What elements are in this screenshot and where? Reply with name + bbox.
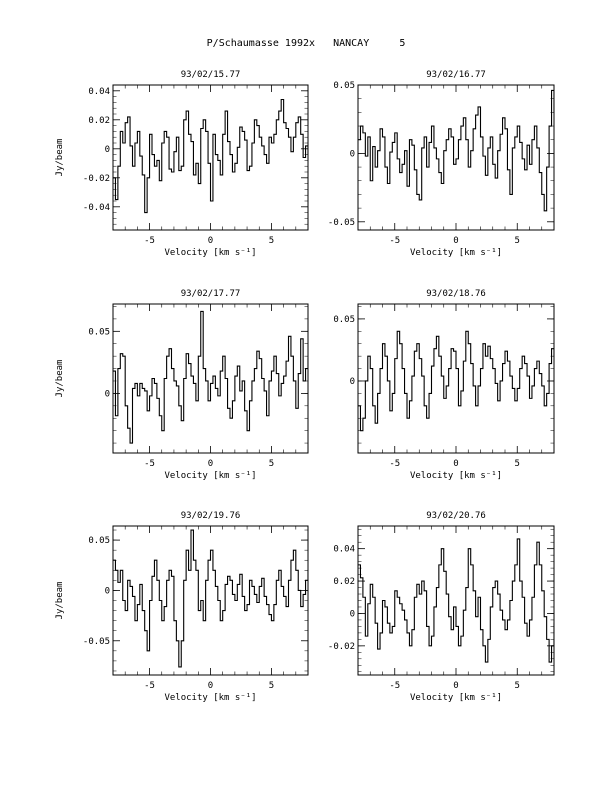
y-axis-label: Jy/beam: [55, 139, 65, 177]
x-tick-label: 0: [453, 459, 458, 469]
panel-title: 93/02/19.76: [181, 511, 241, 521]
x-tick-label: -5: [144, 459, 155, 469]
spectrum-panel-5: 93/02/19.76 -5 0 5 -0.05 0 0.05 Velocity [km s⁻…: [55, 511, 309, 703]
y-tick-label: 0.05: [88, 536, 110, 546]
y-tick-label: 0.02: [333, 577, 355, 587]
spectrum-series: [358, 89, 554, 212]
x-tick-label: 5: [515, 459, 520, 469]
x-tick-label: -5: [144, 236, 155, 246]
spectrum-panel-1: 93/02/15.77 -5 0 5 -0.04 -0.02 0 0.02 0.04 Veloci…: [55, 70, 309, 258]
panel-title: 93/02/17.77: [181, 289, 241, 299]
y-axis-label: Jy/beam: [55, 360, 65, 398]
spectrum-series: [358, 538, 554, 663]
x-axis-label: Velocity [km s⁻¹]: [164, 693, 256, 703]
panel-title: 93/02/16.77: [426, 70, 486, 80]
spectrum-series: [113, 529, 308, 668]
spectrum-series: [358, 330, 554, 432]
y-tick-label: -0.02: [328, 642, 355, 652]
x-axis-label: Velocity [km s⁻¹]: [410, 248, 502, 258]
y-tick-label: 0: [105, 586, 110, 596]
y-tick-label: 0: [350, 609, 355, 619]
spectrum-panel-2: 93/02/16.77 -5 0 5 -0.05 0 0.05 Velocity [km s⁻…: [328, 70, 555, 258]
x-tick-label: 0: [208, 236, 213, 246]
spectrum-series: [113, 98, 308, 214]
y-tick-label: 0.04: [333, 545, 355, 555]
y-tick-label: 0: [350, 149, 355, 159]
x-axis-label: Velocity [km s⁻¹]: [164, 248, 256, 258]
y-tick-label: -0.04: [83, 203, 110, 213]
y-tick-label: -0.05: [83, 637, 110, 647]
x-axis-label: Velocity [km s⁻¹]: [164, 471, 256, 481]
spectrum-panel-4: 93/02/18.76 -5 0 5 0 0.05 Velocity [km s⁻¹]: [333, 289, 555, 481]
spectrum-series: [113, 310, 308, 444]
y-tick-label: 0.04: [88, 87, 110, 97]
x-tick-label: 0: [453, 236, 458, 246]
y-tick-label: 0.05: [333, 315, 355, 325]
y-tick-label: -0.02: [83, 174, 110, 184]
y-tick-label: 0.05: [88, 327, 110, 337]
x-tick-label: 5: [515, 236, 520, 246]
x-tick-label: 5: [515, 681, 520, 691]
x-tick-label: 0: [208, 681, 213, 691]
spectrum-panel-6: 93/02/20.76 -5 0 5 -0.02 0 0.02 0.04 Velocity [k…: [328, 511, 555, 703]
panel-title: 93/02/20.76: [426, 511, 486, 521]
x-tick-label: -5: [389, 681, 400, 691]
y-tick-label: 0: [350, 377, 355, 387]
x-axis-label: Velocity [km s⁻¹]: [410, 471, 502, 481]
y-tick-label: 0: [105, 389, 110, 399]
x-tick-label: -5: [144, 681, 155, 691]
x-axis-label: Velocity [km s⁻¹]: [410, 693, 502, 703]
plot-frame: [357, 84, 555, 231]
page-title: P/Schaumasse 1992x NANCAY 5: [206, 38, 406, 49]
y-tick-label: -0.05: [328, 218, 355, 228]
x-tick-label: 0: [453, 681, 458, 691]
x-tick-label: -5: [389, 236, 400, 246]
panel-title: 93/02/15.77: [181, 70, 241, 80]
y-axis-label: Jy/beam: [55, 582, 65, 620]
x-tick-label: 5: [269, 236, 274, 246]
y-tick-label: 0.02: [88, 116, 110, 126]
x-tick-label: -5: [389, 459, 400, 469]
y-tick-label: 0.05: [333, 81, 355, 91]
x-tick-label: 5: [269, 681, 274, 691]
x-tick-label: 5: [269, 459, 274, 469]
panel-title: 93/02/18.76: [426, 289, 486, 299]
x-tick-label: 0: [208, 459, 213, 469]
spectrum-panel-3: 93/02/17.77 -5 0 5 0 0.05 Velocity [km s⁻¹] Jy/…: [55, 289, 309, 481]
y-tick-label: 0: [105, 145, 110, 155]
